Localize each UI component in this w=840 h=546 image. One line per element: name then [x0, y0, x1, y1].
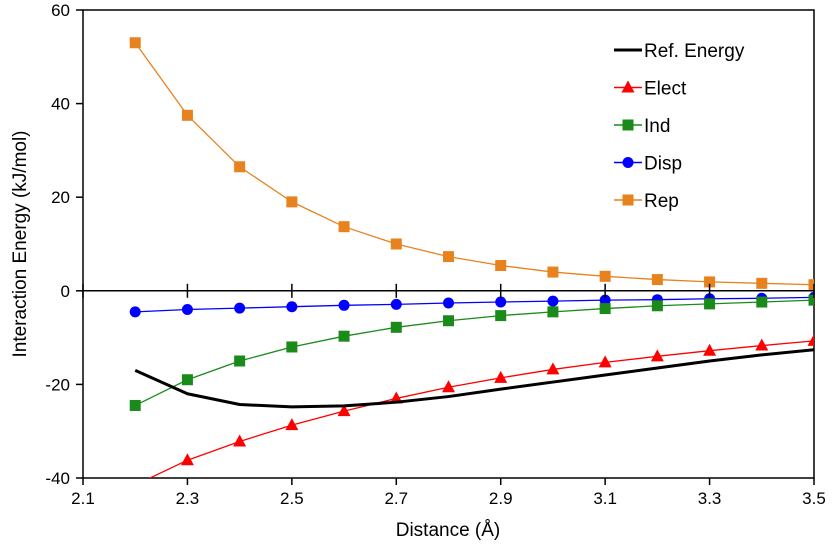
- data-point-elect: [807, 333, 814, 346]
- series-rep: [129, 37, 814, 291]
- series-line-ind: [134, 299, 814, 407]
- y-tick-label: -20: [45, 375, 70, 394]
- y-tick-label: 40: [51, 95, 70, 114]
- data-point-ind: [547, 306, 559, 318]
- x-tick-label: 2.3: [176, 489, 200, 508]
- plot-area-frame: [82, 9, 815, 479]
- series-line-elect: [148, 340, 814, 478]
- x-tick-label: 2.5: [280, 489, 304, 508]
- legend-label: Rep: [644, 191, 679, 212]
- data-point-elect: [285, 418, 299, 431]
- data-point-rep: [704, 276, 716, 288]
- legend-item-disp: Disp: [614, 154, 682, 175]
- legend-label: Ind: [644, 116, 670, 137]
- data-point-ind: [390, 321, 402, 333]
- data-point-ind: [181, 374, 193, 386]
- data-point-disp: [129, 306, 141, 318]
- x-tick-label: 3.1: [593, 489, 617, 508]
- x-tick-label: 3.5: [802, 489, 826, 508]
- legend-label: Disp: [644, 154, 682, 175]
- data-point-elect: [755, 338, 769, 351]
- data-point-elect: [442, 380, 455, 393]
- data-point-disp: [443, 297, 454, 309]
- data-point-rep: [443, 251, 454, 263]
- data-point-ind: [599, 303, 611, 315]
- data-point-ind: [704, 298, 716, 310]
- y-tick-label: 60: [51, 1, 70, 20]
- data-point-disp: [286, 301, 298, 313]
- x-axis-title: Distance (Å): [396, 520, 501, 541]
- data-point-elect: [494, 370, 508, 383]
- data-point-ind: [808, 294, 814, 306]
- data-point-rep: [599, 270, 611, 282]
- data-point-elect: [129, 478, 142, 490]
- legend-marker: [622, 194, 634, 206]
- y-tick-label: -40: [45, 469, 70, 488]
- series-ind: [129, 294, 814, 411]
- data-point-elect: [546, 362, 560, 375]
- axes-layer: 2.1 2.3 2.5 2.7 2.9 3.1 3.3 3.5 -40 -20 0 20 40 60: [45, 1, 825, 508]
- legend-marker: [622, 119, 634, 131]
- legend: Ref. Energy Elect Ind Disp Rep: [614, 41, 745, 212]
- data-point-ind: [443, 315, 454, 327]
- x-tick-label: 2.7: [384, 489, 408, 508]
- data-point-ind: [286, 341, 298, 353]
- data-point-rep: [286, 196, 298, 208]
- legend-marker: [622, 157, 634, 168]
- series-line-rep: [134, 42, 814, 286]
- data-point-disp: [338, 299, 350, 311]
- legend-item-ref-energy: Ref. Energy: [614, 41, 745, 62]
- series-ref-energy: [134, 348, 814, 409]
- data-point-rep: [338, 221, 350, 233]
- data-point-disp: [599, 294, 611, 306]
- legend-item-ind: Ind: [614, 116, 670, 137]
- data-point-disp: [495, 296, 507, 308]
- data-point-disp: [234, 302, 246, 314]
- data-point-rep: [234, 161, 246, 173]
- x-tick-label: 3.3: [698, 489, 722, 508]
- x-tick-label: 2.9: [489, 489, 513, 508]
- data-point-rep: [547, 266, 559, 278]
- data-point-elect: [233, 434, 247, 447]
- data-point-ind: [495, 310, 507, 322]
- data-point-rep: [808, 279, 814, 291]
- data-point-ind: [651, 300, 663, 312]
- data-point-disp: [547, 295, 559, 307]
- data-point-disp: [181, 304, 193, 316]
- x-tick-label: 2.1: [71, 489, 95, 508]
- legend-item-rep: Rep: [614, 191, 679, 212]
- data-point-ind: [756, 296, 768, 308]
- data-point-rep: [181, 109, 193, 121]
- data-point-disp: [390, 298, 402, 310]
- data-point-ind: [234, 355, 246, 367]
- legend-label: Elect: [644, 79, 687, 100]
- series-line-ref-energy: [134, 348, 814, 409]
- series-layer: [129, 37, 814, 490]
- data-point-elect: [703, 343, 717, 356]
- data-point-ind: [338, 330, 350, 342]
- series-line-disp: [135, 296, 814, 313]
- data-point-rep: [129, 37, 141, 49]
- y-tick-label: 20: [51, 188, 70, 207]
- y-tick-label: 0: [61, 282, 70, 301]
- y-axis-title: Interaction Energy (kJ/mol): [10, 130, 31, 357]
- legend-label: Ref. Energy: [644, 41, 745, 62]
- data-point-ind: [129, 399, 141, 411]
- series-elect: [129, 333, 814, 490]
- legend-item-elect: Elect: [614, 79, 687, 100]
- legend-marker: [621, 80, 635, 93]
- data-point-rep: [651, 274, 663, 286]
- series-disp: [129, 291, 814, 318]
- data-point-elect: [598, 355, 612, 368]
- data-point-rep: [756, 277, 768, 289]
- data-point-rep: [495, 260, 507, 272]
- data-point-elect: [337, 404, 351, 417]
- data-point-rep: [390, 238, 402, 250]
- data-point-elect: [650, 349, 664, 362]
- data-point-elect: [180, 453, 194, 466]
